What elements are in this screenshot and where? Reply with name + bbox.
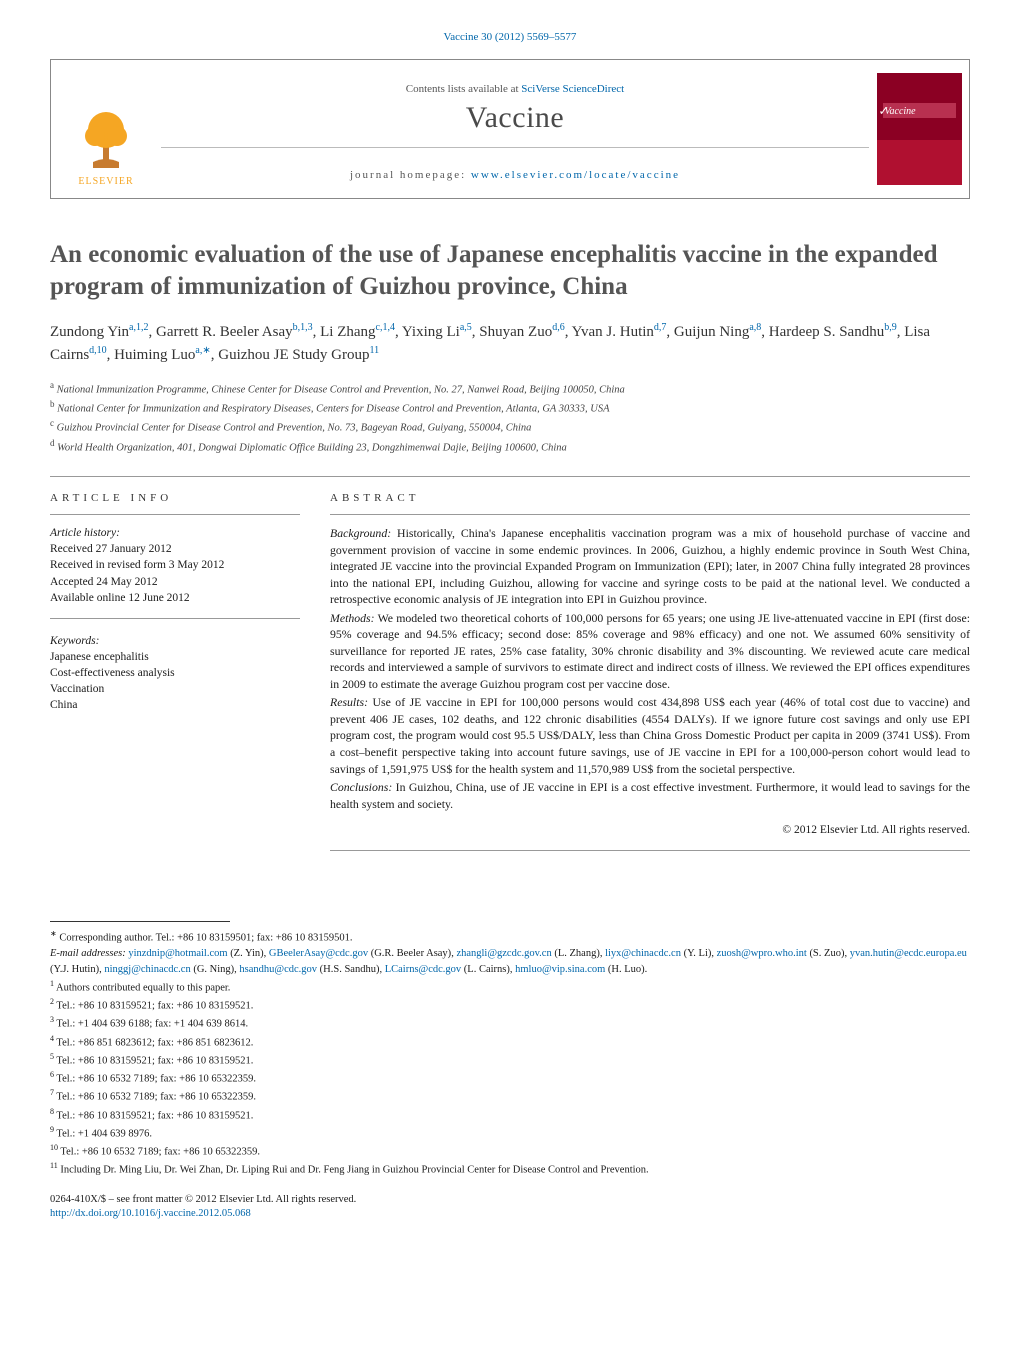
footnote-line: 3 Tel.: +1 404 639 6188; fax: +1 404 639… [50,1014,970,1032]
email-link[interactable]: zhangli@gzcdc.gov.cn [456,948,551,959]
affiliations-list: a National Immunization Programme, Chine… [50,379,970,456]
footnote-line: 11 Including Dr. Ming Liu, Dr. Wei Zhan,… [50,1160,970,1178]
top-citation: Vaccine 30 (2012) 5569–5577 [50,30,970,45]
keyword: Cost-effectiveness analysis [50,667,175,679]
abstract-heading: abstract [330,491,970,515]
corresponding-sup: ∗ [50,929,57,938]
journal-name: Vaccine [161,97,869,139]
article-info-heading: article info [50,491,300,515]
article-history: Article history: Received 27 January 201… [50,525,300,618]
abstract-column: abstract Background: Historically, China… [330,491,970,851]
contents-available-line: Contents lists available at SciVerse Sci… [161,82,869,97]
email-link[interactable]: ninggj@chinacdc.cn [104,964,190,975]
history-label: Article history: [50,527,120,539]
email-link[interactable]: hsandhu@cdc.gov [239,964,317,975]
keyword: China [50,699,77,711]
author: Yvan J. Hutind,7 [572,324,667,340]
history-line: Available online 12 June 2012 [50,592,190,604]
author: Guizhou JE Study Group11 [218,347,379,363]
emails-line: E-mail addresses: yinzdnip@hotmail.com (… [50,946,970,978]
abstract-copyright: © 2012 Elsevier Ltd. All rights reserved… [330,822,970,851]
elsevier-logo-text: ELSEVIER [78,176,133,187]
abstract-paragraph: Conclusions: In Guizhou, China, use of J… [330,779,970,812]
journal-cover-thumbnail: ✓ Vaccine [877,73,962,185]
affiliation: c Guizhou Provincial Center for Disease … [50,417,970,436]
emails-label: E-mail addresses: [50,948,128,959]
author: Zundong Yina,1,2 [50,324,148,340]
footnote-line: 2 Tel.: +86 10 83159521; fax: +86 10 831… [50,996,970,1014]
affiliation: a National Immunization Programme, Chine… [50,379,970,398]
publisher-logo-cell: ELSEVIER [51,60,161,198]
keyword: Vaccination [50,683,104,695]
affiliation: b National Center for Immunization and R… [50,398,970,417]
footnote-line: 4 Tel.: +86 851 6823612; fax: +86 851 68… [50,1033,970,1051]
history-line: Received in revised form 3 May 2012 [50,559,224,571]
author: Li Zhangc,1,4 [320,324,395,340]
cover-title-text: Vaccine [885,105,916,119]
footnote-line: 9 Tel.: +1 404 639 8976. [50,1124,970,1142]
journal-header-box: ELSEVIER Contents lists available at Sci… [50,59,970,199]
author: Huiming Luoa,∗ [114,347,211,363]
article-title: An economic evaluation of the use of Jap… [50,239,970,302]
author: Garrett R. Beeler Asayb,1,3 [156,324,313,340]
footnote-line: 10 Tel.: +86 10 6532 7189; fax: +86 10 6… [50,1142,970,1160]
abstract-body: Background: Historically, China's Japane… [330,525,970,812]
doi-link[interactable]: http://dx.doi.org/10.1016/j.vaccine.2012… [50,1208,251,1219]
history-line: Received 27 January 2012 [50,543,172,555]
article-info-column: article info Article history: Received 2… [50,491,300,851]
abstract-paragraph: Methods: We modeled two theoretical coho… [330,610,970,693]
history-line: Accepted 24 May 2012 [50,576,158,588]
email-link[interactable]: yvan.hutin@ecdc.europa.eu [850,948,967,959]
homepage-prefix: journal homepage: [350,169,471,181]
footnote-line: 5 Tel.: +86 10 83159521; fax: +86 10 831… [50,1051,970,1069]
footnote-line: 1 Authors contributed equally to this pa… [50,978,970,996]
authors-list: Zundong Yina,1,2, Garrett R. Beeler Asay… [50,320,970,367]
sciencedirect-link[interactable]: SciVerse ScienceDirect [521,83,624,95]
corresponding-author-note: ∗ Corresponding author. Tel.: +86 10 831… [50,928,970,946]
contents-prefix: Contents lists available at [406,83,521,95]
top-citation-link[interactable]: Vaccine 30 (2012) 5569–5577 [444,31,577,43]
corresponding-text: Corresponding author. Tel.: +86 10 83159… [59,933,352,944]
author: Yixing Lia,5 [402,324,472,340]
cover-thumb-cell: ✓ Vaccine [869,60,969,198]
journal-homepage-link[interactable]: www.elsevier.com/locate/vaccine [471,169,680,181]
keywords-block: Keywords: Japanese encephalitis Cost-effe… [50,633,300,713]
author: Guijun Ninga,8 [674,324,761,340]
journal-homepage-line: journal homepage: www.elsevier.com/locat… [161,168,869,183]
email-link[interactable]: zuosh@wpro.who.int [717,948,807,959]
footnotes-block: ∗ Corresponding author. Tel.: +86 10 831… [50,921,970,1179]
email-link[interactable]: LCairns@cdc.gov [385,964,461,975]
bottom-info: 0264-410X/$ – see front matter © 2012 El… [50,1193,970,1222]
email-link[interactable]: yinzdnip@hotmail.com [128,948,227,959]
footnote-line: 7 Tel.: +86 10 6532 7189; fax: +86 10 65… [50,1087,970,1105]
author: Hardeep S. Sandhub,9 [769,324,897,340]
footnote-line: 8 Tel.: +86 10 83159521; fax: +86 10 831… [50,1106,970,1124]
email-link[interactable]: liyx@chinacdc.cn [605,948,681,959]
keyword: Japanese encephalitis [50,651,149,663]
author: Shuyan Zuod,6 [479,324,564,340]
affiliation: d World Health Organization, 401, Dongwa… [50,437,970,456]
header-center: Contents lists available at SciVerse Sci… [161,60,869,198]
email-link[interactable]: hmluo@vip.sina.com [515,964,605,975]
abstract-paragraph: Results: Use of JE vaccine in EPI for 10… [330,694,970,777]
issn-line: 0264-410X/$ – see front matter © 2012 El… [50,1193,970,1208]
abstract-paragraph: Background: Historically, China's Japane… [330,525,970,608]
footnote-rule [50,921,230,922]
elsevier-logo-icon: ELSEVIER [71,100,141,190]
email-link[interactable]: GBeelerAsay@cdc.gov [269,948,368,959]
keywords-label: Keywords: [50,635,99,647]
footnote-line: 6 Tel.: +86 10 6532 7189; fax: +86 10 65… [50,1069,970,1087]
